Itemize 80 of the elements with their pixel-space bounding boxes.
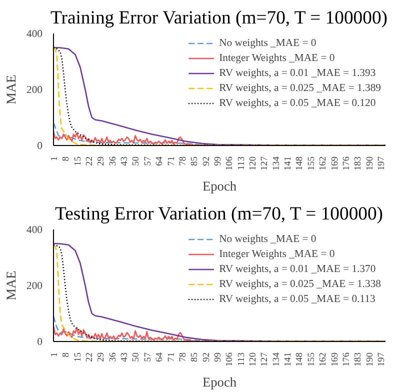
chart-title: Testing Error Variation (m=70, T = 100000)	[54, 204, 384, 224]
legend-label: RV weights, a = 0.05 _MAE = 0.120	[219, 97, 376, 109]
x-tick-label: 78	[178, 156, 188, 166]
x-tick-label: 64	[155, 156, 166, 166]
legend-label: No weights _MAE = 0	[219, 233, 316, 245]
x-tick-label: 99	[213, 352, 224, 362]
x-tick-label: 22	[85, 156, 96, 166]
x-tick-label: 85	[190, 352, 200, 362]
y-tick-label: 400	[26, 225, 42, 236]
x-tick-label: 8	[62, 156, 72, 162]
x-tick-label: 92	[202, 352, 212, 362]
x-tick-label: 92	[202, 156, 212, 166]
x-tick-label: 113	[236, 156, 247, 170]
x-tick-label: 1	[50, 352, 60, 358]
x-tick-label: 134	[272, 156, 282, 170]
x-tick-label: 78	[178, 352, 188, 362]
x-tick-label: 64	[155, 352, 166, 362]
x-tick-label: 155	[306, 156, 317, 170]
legend-label: RV weights, a = 0.05 _MAE = 0.113	[219, 293, 376, 305]
legend-label: RV weights, a = 0.025 _MAE = 1.338	[219, 278, 381, 290]
x-tick-label: 134	[272, 352, 282, 366]
y-tick-label: 0	[37, 337, 42, 348]
x-tick-label: 43	[120, 156, 130, 166]
x-tick-label: 15	[73, 156, 84, 166]
x-tick-label: 36	[108, 352, 118, 362]
x-tick-label: 183	[354, 352, 364, 366]
x-tick-label: 183	[354, 156, 364, 170]
x-tick-label: 57	[143, 352, 154, 362]
legend-label: Integer Weights _MAE = 0	[219, 52, 335, 64]
y-tick-label: 200	[26, 85, 42, 96]
x-tick-label: 169	[330, 156, 340, 170]
x-tick-label: 71	[166, 352, 177, 362]
x-tick-label: 197	[376, 156, 387, 170]
x-tick-label: 141	[284, 352, 294, 366]
x-tick-label: 190	[365, 352, 376, 366]
x-tick-label: 36	[108, 156, 118, 166]
x-tick-label: 22	[85, 352, 96, 362]
x-tick-label: 190	[365, 156, 376, 170]
legend-label: RV weights, a = 0.01 _MAE = 1.393	[219, 67, 376, 79]
legend-label: No weights _MAE = 0	[219, 37, 316, 49]
x-tick-label: 50	[132, 352, 142, 362]
x-tick-label: 127	[260, 156, 270, 170]
y-axis-title: MAE	[4, 74, 19, 104]
x-tick-label: 57	[143, 156, 154, 166]
x-tick-label: 8	[62, 352, 72, 358]
x-tick-label: 15	[73, 352, 84, 362]
y-tick-label: 0	[37, 141, 42, 152]
x-tick-label: 99	[213, 156, 224, 166]
x-tick-label: 148	[295, 156, 306, 170]
x-tick-label: 71	[166, 156, 177, 166]
x-tick-label: 176	[342, 352, 352, 366]
x-tick-label: 50	[132, 156, 142, 166]
x-tick-label: 43	[120, 352, 130, 362]
y-axis-title: MAE	[4, 270, 19, 300]
x-tick-label: 162	[318, 156, 329, 170]
x-tick-label: 29	[96, 352, 107, 362]
x-tick-label: 148	[295, 352, 306, 366]
x-tick-label: 127	[260, 352, 270, 366]
x-tick-label: 113	[236, 352, 247, 366]
x-tick-label: 106	[225, 352, 236, 366]
x-tick-label: 169	[330, 352, 340, 366]
legend-label: Integer Weights _MAE = 0	[219, 248, 335, 260]
x-tick-label: 176	[342, 156, 352, 170]
x-tick-label: 141	[284, 156, 294, 170]
x-tick-label: 197	[376, 352, 387, 366]
legend-label: RV weights, a = 0.01 _MAE = 1.370	[219, 263, 376, 275]
x-tick-label: 120	[248, 156, 259, 170]
x-axis-title: Epoch	[202, 374, 237, 390]
x-tick-label: 106	[225, 156, 236, 170]
x-axis-title: Epoch	[202, 178, 237, 194]
chart-title: Training Error Variation (m=70, T = 100000)	[50, 8, 388, 28]
legend-label: RV weights, a = 0.025 _MAE = 1.389	[219, 82, 381, 94]
y-tick-label: 400	[26, 29, 42, 40]
x-tick-label: 120	[248, 352, 259, 366]
x-tick-label: 155	[306, 352, 317, 366]
x-tick-label: 1	[50, 156, 60, 162]
x-tick-label: 162	[318, 352, 329, 366]
x-tick-label: 85	[190, 156, 200, 166]
y-tick-label: 200	[26, 281, 42, 292]
x-tick-label: 29	[96, 156, 107, 166]
